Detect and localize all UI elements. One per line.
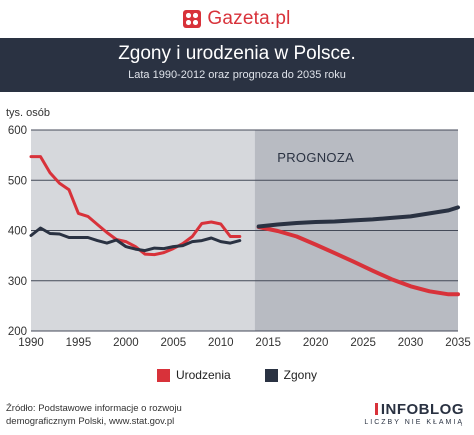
series-line-zgony-historical [29, 226, 242, 253]
legend-label-urodzenia: Urodzenia [175, 368, 231, 382]
forecast-label: PROGNOZA [277, 150, 354, 165]
gazeta-logo: Gazeta.pl [0, 6, 474, 32]
source-line-1: Źródło: Podstawowe informacje o rozwoju [6, 403, 182, 414]
gazeta-logo-icon [183, 10, 202, 28]
x-tick-label-2015: 2015 [255, 337, 281, 349]
series-line-zgony-forecast [256, 205, 460, 229]
x-tick-label-2020: 2020 [303, 337, 329, 349]
y-tick-label-600: 600 [8, 125, 27, 137]
x-tick-label-1995: 1995 [66, 337, 92, 349]
x-tick-label-2000: 2000 [113, 337, 139, 349]
x-tick-label-2010: 2010 [208, 337, 234, 349]
chart-subtitle: Lata 1990-2012 oraz prognoza do 2035 rok… [128, 69, 346, 81]
series-line-urodzenia-forecast [256, 225, 460, 297]
y-axis-label: tys. osób [6, 107, 50, 119]
legend-swatch-urodzenia [156, 368, 170, 382]
legend-label-zgony: Zgony [283, 368, 318, 382]
line-chart: 200 300 400 500 600 1990 1995 2000 2005 2010 2015 2… [6, 107, 471, 349]
x-tick-label-2005: 2005 [161, 337, 187, 349]
legend-swatch-zgony [264, 368, 278, 382]
brand-tagline: LICZBY NIE KŁAMIĄ [364, 419, 464, 426]
y-tick-label-500: 500 [8, 175, 27, 187]
chart-legend: Urodzenia Zgony [0, 366, 474, 384]
infoblog-brand: INFOBLOG LICZBY NIE KŁAMIĄ [364, 401, 464, 426]
chart-title: Zgony i urodzenia w Polsce. [118, 43, 356, 64]
x-tick-label-2035: 2035 [445, 337, 471, 349]
brand-name-text: INFOBLOG [380, 401, 464, 418]
x-tick-label-2030: 2030 [398, 337, 424, 349]
source-note: Źródło: Podstawowe informacje o rozwoju … [6, 402, 226, 428]
y-tick-label-400: 400 [8, 226, 27, 238]
series-line-urodzenia-historical [29, 155, 242, 257]
gazeta-logo-text: Gazeta.pl [207, 8, 291, 29]
y-tick-label-300: 300 [8, 276, 27, 288]
chart-header: Zgony i urodzenia w Polsce. Lata 1990-20… [0, 38, 474, 92]
y-tick-label-200: 200 [8, 326, 27, 338]
x-tick-label-1990: 1990 [18, 337, 44, 349]
brand-name: INFOBLOG [364, 401, 464, 418]
source-line-2: demograficznym Polski, www.stat.gov.pl [6, 416, 175, 427]
legend-item-zgony: Zgony [264, 366, 318, 384]
brand-bar-icon [374, 403, 378, 415]
x-tick-label-2025: 2025 [350, 337, 376, 349]
legend-item-urodzenia: Urodzenia [156, 366, 231, 384]
